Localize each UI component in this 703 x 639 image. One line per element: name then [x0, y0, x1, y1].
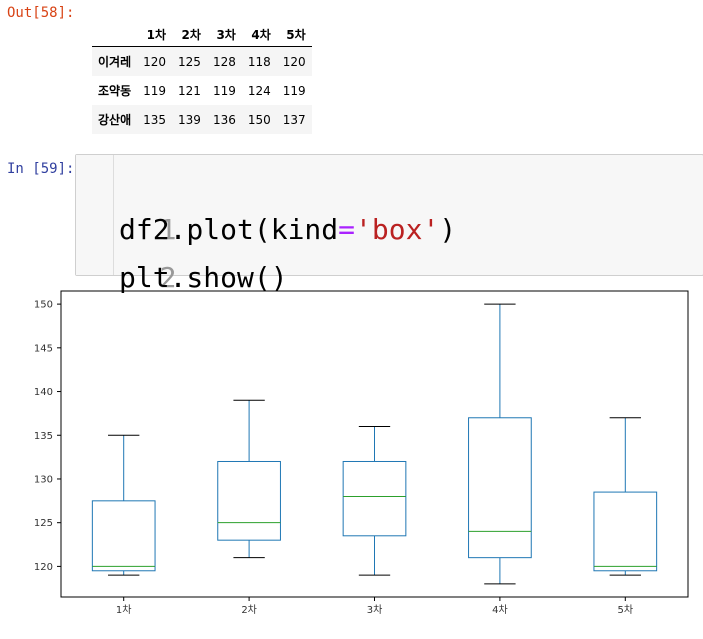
x-tick-label: 1차: [116, 604, 132, 616]
table-cell: 124: [247, 83, 271, 98]
code-line[interactable]: 1 df2.plot(kind='box'): [76, 170, 456, 290]
table-cell: 121: [178, 83, 201, 98]
table-cell: 120: [143, 54, 167, 69]
table-header-row: 1차 2차 3차 4차 5차: [92, 22, 312, 47]
row-label: 이겨레: [98, 55, 132, 69]
code-operator: =: [338, 213, 356, 246]
column-header: 5차: [276, 22, 312, 47]
y-tick-label: 150: [34, 300, 53, 311]
table-cell: 119: [212, 83, 236, 98]
box-5차: [593, 417, 658, 576]
line-number-gutter: [76, 155, 114, 275]
box-body: [468, 417, 532, 559]
input-prompt: In [59]:: [7, 161, 75, 177]
box-body: [217, 460, 281, 541]
y-tick-label: 120: [34, 562, 53, 573]
y-axis: 120 125 130 135 140 145 150: [34, 300, 61, 573]
column-header: 4차: [241, 22, 277, 47]
x-tick-label: 3차: [367, 604, 383, 616]
table-cell: 136: [212, 112, 236, 127]
x-axis: 1차 2차 3차 4차 5차: [116, 597, 633, 616]
box-series: [91, 303, 658, 585]
index-header: [92, 22, 138, 47]
table-cell: 135: [143, 112, 167, 127]
table-cell: 120: [282, 54, 306, 69]
box-body: [593, 491, 658, 572]
x-tick-label: 2차: [241, 604, 257, 616]
table-row: 강산애 135 139 136 150 137: [92, 105, 312, 134]
table-cell: 150: [247, 112, 271, 127]
y-tick-label: 125: [34, 518, 53, 529]
table-cell: 137: [282, 112, 306, 127]
box-2차: [217, 399, 281, 559]
code-string: 'box': [355, 213, 440, 246]
x-tick-label: 5차: [618, 604, 634, 616]
table-cell: 119: [143, 83, 167, 98]
table-row: 조약동 119 121 119 124 119: [92, 76, 312, 105]
box-1차: [91, 434, 156, 576]
output-prompt: Out[58]:: [7, 5, 75, 21]
y-tick-label: 140: [34, 387, 53, 398]
row-label: 조약동: [98, 84, 132, 98]
x-tick-label: 4차: [492, 604, 508, 616]
table-cell: 125: [178, 54, 201, 69]
box-body: [342, 460, 407, 537]
box-body: [91, 500, 156, 572]
table-cell: 139: [178, 112, 201, 127]
line-number: 1: [159, 213, 177, 246]
table-cell: 118: [247, 54, 271, 69]
column-header: 3차: [206, 22, 242, 47]
table-cell: 119: [282, 83, 306, 98]
code-token: plt.show(): [119, 261, 288, 294]
table-cell: 128: [212, 54, 236, 69]
code-cell-editor[interactable]: 1 df2.plot(kind='box') 2 plt.show(): [75, 154, 703, 294]
table-row: 이겨레 120 125 128 118 120: [92, 46, 312, 76]
code-line[interactable]: 2 plt.show(): [76, 218, 288, 338]
box-4차: [468, 303, 532, 585]
column-header: 2차: [172, 22, 207, 47]
y-tick-label: 135: [34, 431, 53, 442]
box-plot-chart: 120 125 130 135 140 145 150 1차 2차 3차 4차 5차: [34, 290, 689, 616]
row-label: 강산애: [98, 113, 132, 127]
line-number: 2: [159, 261, 177, 294]
y-tick-label: 130: [34, 474, 53, 485]
y-tick-label: 145: [34, 343, 53, 354]
column-header: 1차: [137, 22, 173, 47]
box-3차: [342, 426, 407, 576]
code-token: df2.plot(kind: [119, 213, 339, 246]
code-token: ): [439, 213, 457, 246]
dataframe-table: 1차 2차 3차 4차 5차 이겨레 120 125 128 118 120 조…: [92, 22, 312, 134]
